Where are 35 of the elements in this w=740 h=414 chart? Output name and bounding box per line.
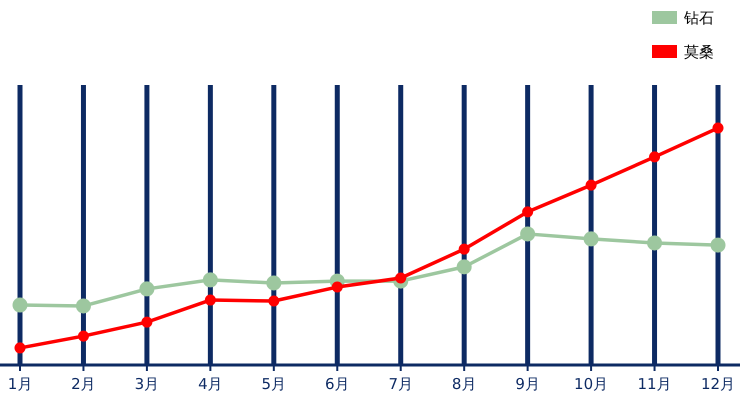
point (522, 206, 534, 218)
x-tick-label: 9月 (515, 375, 540, 393)
point (76, 298, 91, 314)
x-tick-label: 7月 (388, 375, 413, 393)
point (204, 294, 216, 306)
x-tick-label: 1月 (8, 375, 32, 393)
point (647, 235, 662, 250)
point (456, 259, 472, 274)
x-tick-label: 3月 (134, 375, 160, 393)
point (458, 244, 470, 255)
x-tick-label: 10月 (574, 375, 608, 393)
point (202, 272, 218, 288)
legend-label: 钻石 (683, 9, 714, 27)
x-tick-label: 4月 (198, 375, 223, 393)
point (266, 276, 282, 290)
x-tick-label: 12月 (700, 375, 736, 393)
x-tick-label: 6月 (325, 375, 350, 393)
point (332, 282, 343, 293)
point (586, 180, 597, 191)
point (268, 296, 280, 307)
legend-label: 莫桑 (684, 43, 714, 61)
point (649, 151, 660, 162)
point (710, 238, 726, 253)
point (139, 281, 154, 296)
x-tick-label: 8月 (452, 375, 476, 393)
point (12, 298, 28, 313)
point (712, 122, 724, 134)
x-tick-label: 2月 (71, 375, 96, 393)
point (14, 342, 26, 354)
point (78, 330, 89, 342)
point (141, 316, 152, 328)
point (584, 231, 599, 246)
x-tick-label: 5月 (262, 375, 286, 393)
point (520, 226, 536, 242)
x-tick-label: 11月 (638, 375, 672, 393)
